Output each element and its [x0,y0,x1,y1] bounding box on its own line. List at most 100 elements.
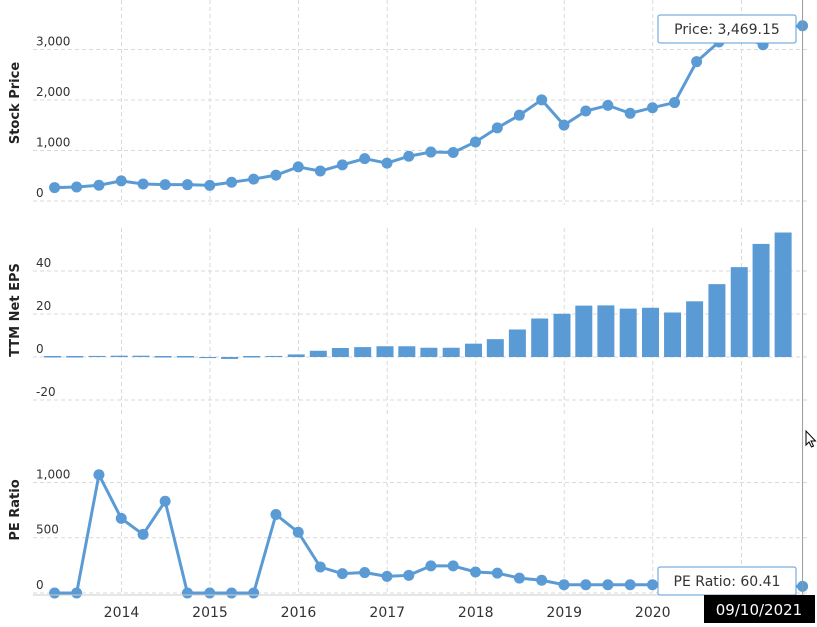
y-tick-label: 0 [36,578,44,592]
data-point [293,161,304,172]
y-tick-label: 500 [36,523,59,537]
y-axis-label: TTM Net EPS [8,263,23,357]
data-point [359,153,370,164]
data-point [315,166,326,177]
eps-bar [199,357,216,358]
y-tick-label: 3,000 [36,34,70,48]
eps-bar [265,356,282,357]
y-tick-label: 2,000 [36,85,70,99]
eps-bar [753,244,770,357]
data-point [580,106,591,117]
data-point [448,147,459,158]
data-point [138,179,149,190]
eps-bar [221,357,238,359]
data-point [514,110,525,121]
data-point [71,181,82,192]
x-tick-label: 2016 [281,605,317,621]
eps-bar [731,267,748,357]
data-point [116,513,127,524]
eps-bar [708,284,725,357]
data-point [470,136,481,147]
y-axis-label: Stock Price [8,62,23,144]
data-point [138,529,149,540]
eps-bar [775,233,792,357]
data-point [226,588,237,599]
data-point [514,573,525,584]
x-tick-label: 2020 [635,605,671,621]
y-tick-label: 20 [36,299,51,313]
data-point [536,575,547,586]
eps-bar [575,306,592,357]
data-point [293,527,304,538]
data-point [602,100,613,111]
crosshair-date-label: 09/10/2021 [704,595,815,623]
y-tick-label: 1,000 [36,467,70,481]
eps-bar [664,312,681,357]
data-point [93,469,104,480]
data-point [270,509,281,520]
data-point [492,122,503,133]
data-point [625,108,636,119]
data-point [248,174,259,185]
eps-bar [531,319,548,357]
data-point [691,56,702,67]
y-tick-label: 1,000 [36,135,70,149]
eps-bar [597,305,614,357]
eps-bar [376,346,393,357]
data-point [182,179,193,190]
data-point [448,560,459,571]
data-point [403,151,414,162]
eps-bar [155,356,172,358]
eps-bar [443,348,460,357]
data-point [470,567,481,578]
data-point [182,588,193,599]
data-point [492,568,503,579]
data-point [647,102,658,113]
x-tick-label: 2018 [458,605,494,621]
data-point [270,170,281,181]
eps-bar [553,314,570,357]
data-point [226,177,237,188]
eps-bar [88,356,105,357]
data-point [315,562,326,573]
eps-bar [398,346,415,357]
data-point [580,579,591,590]
price-callout: Price: 3,469.15 [658,15,796,43]
eps-bar [177,356,194,358]
pe-ratio-callout-text: PE Ratio: 60.41 [674,574,781,590]
data-point [204,588,215,599]
data-point [425,147,436,158]
eps-bar [332,348,349,357]
eps-bar [354,347,371,357]
data-point [625,579,636,590]
data-point [381,571,392,582]
x-tick-label: 2019 [546,605,582,621]
data-point [49,182,60,193]
eps-bar [509,329,526,357]
data-point [425,560,436,571]
eps-bar [487,339,504,357]
panel-2: -20 0 20 40 TTM Net EPS [8,228,810,415]
eps-bar [66,356,83,358]
eps-bar [420,348,437,357]
eps-bar [133,356,150,357]
data-point [71,588,82,599]
data-point [558,579,569,590]
data-point [116,175,127,186]
price-callout-text: Price: 3,469.15 [674,22,780,38]
pe-ratio-callout: PE Ratio: 60.41 [658,567,796,595]
data-point [49,588,60,599]
eps-bar [44,356,61,358]
data-point [248,588,259,599]
data-point [93,180,104,191]
data-point [204,180,215,191]
y-tick-label: 40 [36,256,51,270]
data-point [403,570,414,581]
y-tick-label: 0 [36,342,44,356]
y-tick-label: -20 [36,385,56,399]
data-point [647,579,658,590]
data-point [558,120,569,131]
eps-bar [686,301,703,357]
